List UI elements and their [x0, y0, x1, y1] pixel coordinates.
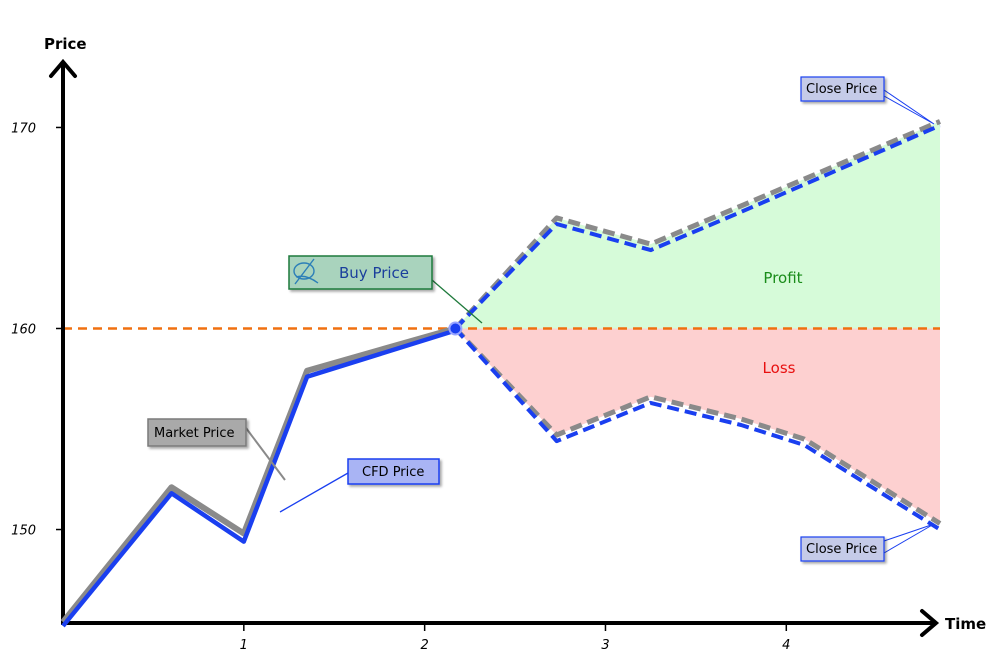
market-price-history-line [60, 325, 457, 624]
market-price-loss-line [453, 326, 942, 526]
market-price-box [147, 418, 247, 447]
profit-loss-regions [455, 121, 940, 524]
y-axis-title: Price [44, 35, 87, 53]
close-price-top-box [800, 76, 885, 102]
close-price-bottom-leader [883, 523, 935, 554]
buy-price-label: Buy Price [339, 264, 409, 282]
x-axis-arrowhead [920, 609, 940, 637]
loss-region [455, 328, 940, 524]
cfd-price-box [347, 458, 440, 485]
annotation-leaders [245, 89, 935, 554]
market-price-annotation: Market Price [147, 418, 247, 447]
cfd-price-profit-line [453, 123, 941, 330]
axis-ticks: 1 2 3 4 150 160 170 [11, 121, 790, 653]
cfd-price-loss-line [453, 327, 942, 532]
market-price-leader [245, 427, 286, 481]
close-price-top-annotation: Close Price [800, 76, 885, 102]
profit-label: Profit [763, 269, 802, 287]
x-tick-label: 3 [601, 638, 609, 653]
buy-price-annotation: Buy Price [288, 255, 433, 290]
x-tick-label: 2 [421, 638, 429, 653]
price-series [60, 119, 942, 628]
y-tick-label: 150 [11, 524, 36, 539]
pen-icon [293, 258, 319, 285]
y-tick-label: 170 [11, 121, 36, 136]
cfd-price-annotation: CFD Price [347, 458, 440, 485]
buy-price-leader [431, 279, 483, 324]
x-tick-label: 4 [782, 638, 790, 653]
loss-label: Loss [763, 359, 796, 377]
x-tick-label: 1 [240, 638, 248, 653]
cfd-price-history-line [61, 328, 457, 628]
close-price-bottom-box [800, 536, 885, 562]
x-axis-title: Time [945, 615, 986, 633]
cfd-price-leader [279, 472, 349, 513]
y-axis-arrowhead [49, 58, 77, 78]
close-price-top-leader [883, 89, 935, 125]
close-price-bottom-annotation: Close Price [800, 536, 885, 562]
market-price-profit-line [453, 119, 941, 331]
buy-point-marker [448, 321, 463, 336]
market-price-label: Market Price [154, 426, 235, 441]
close-price-bottom-label: Close Price [806, 542, 877, 557]
cfd-price-label: CFD Price [362, 465, 424, 480]
close-price-top-label: Close Price [806, 82, 877, 97]
y-tick-label: 160 [11, 322, 36, 337]
